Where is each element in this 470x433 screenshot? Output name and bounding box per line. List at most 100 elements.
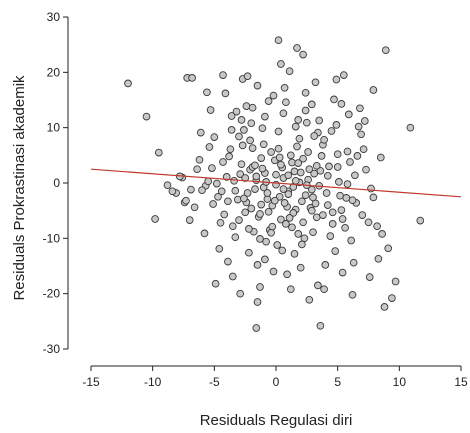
data-point [376, 153, 385, 162]
data-point [353, 152, 362, 160]
data-point [252, 172, 261, 181]
data-point [374, 254, 383, 263]
data-point [299, 50, 307, 59]
y-axis-ticks: -30 -20 -10 0 10 20 30 [43, 10, 68, 356]
data-point [182, 196, 190, 205]
data-point [384, 244, 393, 253]
data-point [185, 216, 194, 224]
data-point [263, 189, 272, 197]
data-point [343, 180, 352, 188]
data-point [298, 197, 306, 206]
data-point [278, 246, 287, 255]
data-point [333, 150, 342, 159]
data-point [282, 98, 290, 107]
data-point [310, 132, 319, 140]
data-point [316, 166, 325, 175]
data-point [224, 197, 232, 206]
x-tick-label: 15 [454, 375, 468, 389]
data-point [280, 83, 289, 92]
data-point [338, 268, 347, 277]
data-point [317, 152, 326, 160]
data-point [227, 112, 236, 120]
y-tick-label: -10 [43, 231, 61, 245]
data-point [219, 71, 227, 79]
data-point [258, 164, 267, 173]
data-point [253, 298, 262, 306]
data-point [257, 154, 266, 162]
data-point [228, 222, 237, 231]
data-point [188, 74, 196, 82]
data-point [216, 218, 225, 227]
data-point [298, 240, 306, 249]
data-point [195, 155, 204, 164]
data-point [253, 261, 262, 269]
data-point [293, 44, 301, 52]
x-tick-label: -15 [82, 375, 100, 389]
data-point [273, 241, 282, 249]
x-tick-label: 5 [334, 375, 341, 389]
data-point [237, 116, 246, 124]
data-point [258, 124, 267, 133]
data-point [316, 321, 325, 330]
data-point [344, 110, 353, 119]
data-point [327, 127, 336, 135]
data-point [305, 165, 314, 174]
data-point [242, 102, 251, 110]
data-point [240, 126, 248, 134]
data-point [304, 148, 312, 156]
data-point [285, 214, 294, 222]
data-point [256, 283, 264, 291]
data-point [274, 36, 283, 45]
data-point [323, 201, 332, 209]
data-point [339, 71, 348, 79]
data-point [241, 208, 250, 217]
data-point [247, 204, 256, 213]
data-point [369, 193, 378, 202]
data-point [416, 216, 425, 225]
data-point [332, 75, 341, 84]
data-point [293, 142, 301, 151]
data-point [193, 165, 201, 174]
data-point [275, 153, 284, 162]
data-point [262, 237, 270, 246]
y-tick-label: -20 [43, 287, 61, 301]
data-point [360, 117, 369, 125]
data-point [253, 81, 262, 90]
data-point [320, 135, 328, 144]
x-tick-label: -5 [209, 375, 220, 389]
data-point [310, 169, 319, 178]
data-point [348, 290, 357, 299]
data-point [311, 78, 320, 87]
data-point [309, 193, 317, 202]
data-point [328, 208, 337, 217]
data-point [210, 133, 219, 141]
data-point [328, 220, 337, 228]
data-point [315, 116, 324, 125]
data-point [312, 161, 321, 170]
data-point [282, 220, 290, 228]
data-point [309, 228, 317, 237]
data-point [211, 279, 220, 288]
data-point [235, 132, 243, 141]
data-point [337, 206, 346, 214]
data-point [362, 165, 370, 174]
data-point [241, 174, 250, 182]
data-point [267, 148, 275, 156]
data-point [270, 196, 279, 205]
data-point [301, 106, 310, 115]
data-point [323, 171, 332, 180]
data-point [243, 189, 252, 197]
data-point [215, 244, 224, 253]
data-point [124, 79, 132, 88]
data-point [204, 177, 213, 186]
data-point [294, 159, 303, 167]
data-point [256, 235, 264, 243]
data-point [286, 285, 295, 294]
data-point [291, 122, 300, 131]
data-point [347, 236, 356, 245]
data-point [259, 140, 268, 149]
data-point [296, 168, 305, 177]
data-point [151, 215, 159, 223]
regression-line [90, 168, 462, 198]
data-point [305, 295, 314, 304]
